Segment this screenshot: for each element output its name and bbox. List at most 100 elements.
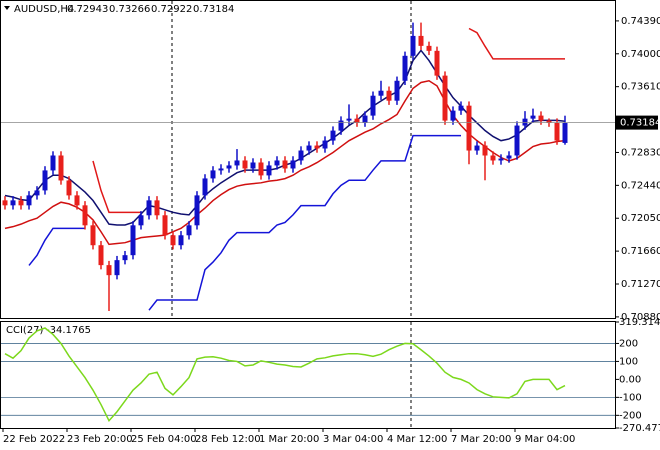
candle-body: [482, 145, 488, 156]
candle-body: [298, 150, 304, 161]
candle-body: [426, 45, 432, 51]
y-tick-label: 0.72830: [621, 147, 660, 158]
candle-body: [130, 225, 136, 256]
candle-body: [442, 75, 448, 121]
candle-body: [506, 155, 512, 159]
candle-body: [498, 158, 504, 161]
low-value: 0.72922: [151, 4, 192, 15]
y-tick-label: 0.73610: [621, 82, 660, 93]
candle-body: [402, 55, 408, 81]
candle-body: [490, 155, 496, 161]
candle-body: [314, 145, 320, 149]
candle-body: [178, 235, 184, 246]
indicator-line: [4, 79, 566, 246]
candle-body: [306, 145, 312, 151]
candle-body: [114, 260, 120, 276]
symbol-label: AUDUSD,H4: [14, 4, 74, 15]
candle-body: [106, 265, 112, 276]
candle-body: [346, 118, 352, 121]
candle-body: [466, 105, 472, 151]
candle-body: [458, 105, 464, 111]
candle-body: [418, 35, 424, 46]
y-tick-label: 319.3145: [619, 317, 660, 328]
candle-body: [66, 180, 72, 196]
y-tick-label: 0.71270: [621, 279, 660, 290]
menu-arrow[interactable]: [4, 6, 10, 10]
y-tick-label: 0.72440: [621, 180, 660, 191]
y-tick-label: -200: [619, 410, 642, 421]
candle-body: [474, 145, 480, 151]
candle-body: [322, 140, 328, 149]
cci-line: [4, 327, 566, 423]
y-tick-label: 0.70880: [621, 312, 660, 323]
candle-body: [450, 110, 456, 121]
cci-value: -34.1765: [46, 325, 91, 336]
candle-body: [362, 115, 368, 123]
candle-body: [554, 122, 560, 141]
main-pane: [0, 0, 616, 319]
candle-body: [546, 120, 552, 123]
x-tick-label: 22 Feb 2022: [3, 434, 65, 445]
candle-body: [218, 168, 224, 171]
candle-body: [562, 122, 568, 143]
candle-body: [42, 170, 48, 191]
candle-body: [186, 225, 192, 236]
candle-body: [50, 155, 56, 171]
candle-body: [194, 195, 200, 226]
candle-body: [242, 160, 248, 169]
open-value: 0.72943: [67, 4, 108, 15]
y-tick-label: 200: [619, 338, 638, 349]
candle-body: [10, 200, 16, 206]
candle-body: [138, 215, 144, 226]
close-value: 0.73184: [193, 4, 234, 15]
candle-body: [154, 200, 160, 216]
x-tick-label: 3 Mar 04:00: [323, 434, 383, 445]
candle-body: [146, 200, 152, 216]
candle-body: [226, 165, 232, 169]
candle-body: [338, 120, 344, 131]
candle-body: [2, 200, 8, 206]
candle-body: [82, 205, 88, 226]
x-tick-label: 4 Mar 12:00: [387, 434, 447, 445]
y-tick-label: 0.74000: [621, 49, 660, 60]
candle-body: [394, 80, 400, 101]
candle-body: [258, 162, 264, 176]
y-tick-label: -270.477: [619, 423, 660, 434]
high-value: 0.73266: [109, 4, 150, 15]
last-price-label: 0.73184: [620, 118, 660, 129]
cci-label: CCI(27): [6, 325, 44, 336]
candle-body: [274, 160, 280, 166]
cci-pane: [0, 321, 616, 429]
candle-body: [410, 35, 416, 56]
candle-body: [170, 235, 176, 246]
y-tick-label: 0.72050: [621, 213, 660, 224]
candle-body: [282, 160, 288, 169]
x-tick-label: 23 Feb 20:00: [67, 434, 133, 445]
last-price-box: [616, 115, 658, 130]
x-tick-label: 25 Feb 04:00: [131, 434, 197, 445]
y-tick-label: 0.71660: [621, 246, 660, 257]
candle-body: [522, 118, 528, 126]
x-tick-label: 9 Mar 04:00: [515, 434, 575, 445]
y-tick-label: 100: [619, 356, 638, 367]
candle-body: [530, 115, 536, 119]
candle-body: [26, 195, 32, 206]
candle-body: [58, 155, 64, 181]
x-tick-label: 28 Feb 12:00: [195, 434, 261, 445]
y-tick-label: 0.74390: [621, 16, 660, 27]
candle-body: [122, 255, 128, 261]
candle-body: [74, 195, 80, 206]
indicator-line: [28, 134, 461, 311]
candle-body: [514, 125, 520, 156]
candle-body: [34, 190, 40, 196]
candle-body: [354, 118, 360, 123]
candle-body: [266, 165, 272, 176]
candle-body: [210, 170, 216, 179]
candle-body: [434, 50, 440, 76]
candle-body: [90, 225, 96, 246]
candle-body: [538, 115, 544, 121]
x-tick-label: 1 Mar 20:00: [259, 434, 319, 445]
candle-body: [386, 90, 392, 101]
indicator-line: [92, 27, 565, 214]
candle-body: [378, 90, 384, 96]
